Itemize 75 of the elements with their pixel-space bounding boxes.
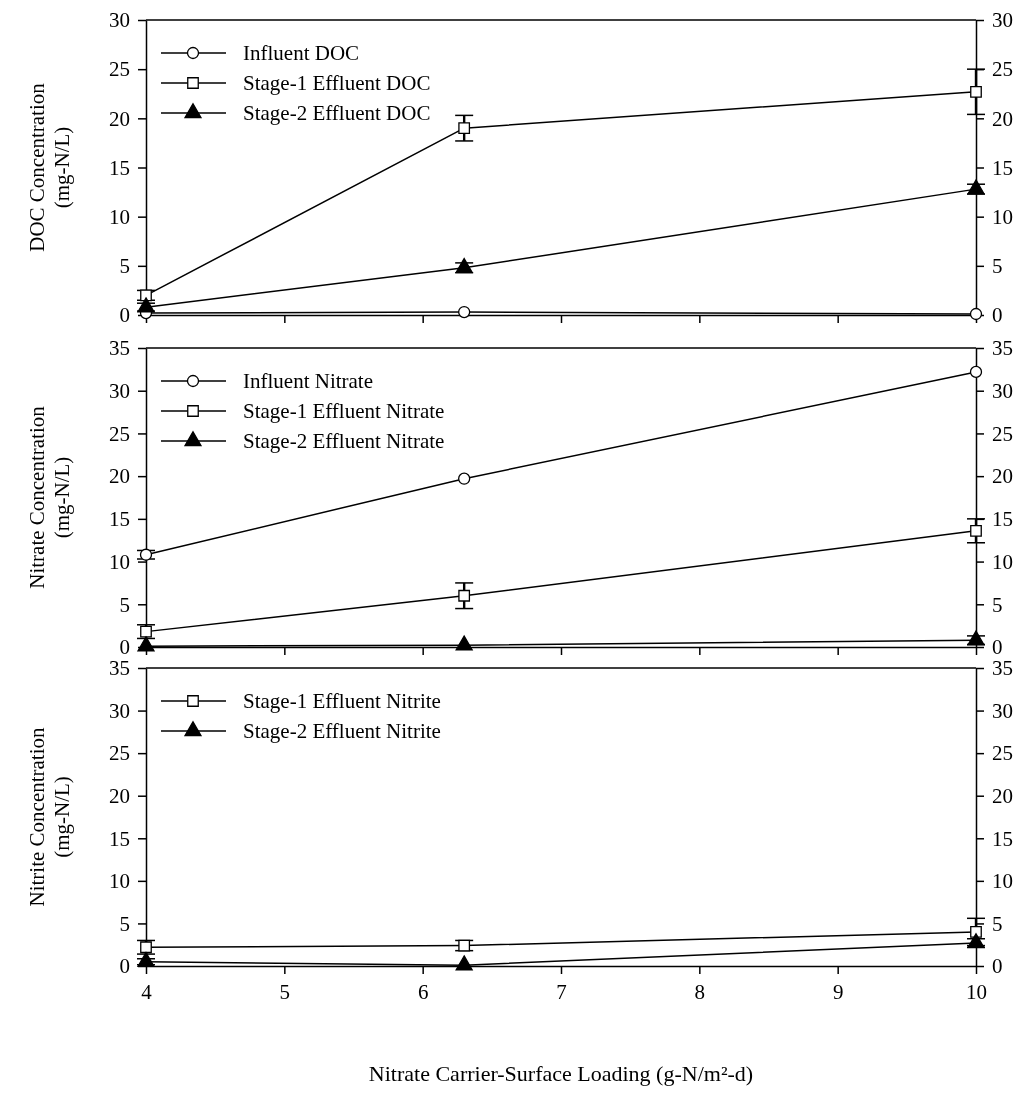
point xyxy=(969,365,983,379)
legend-label: Stage-2 Effluent Nitrate xyxy=(243,429,445,454)
x-tick-label: 10 xyxy=(966,979,987,1004)
y2-tick-label: 20 xyxy=(992,106,1013,131)
y-tick-label: 20 xyxy=(109,783,130,808)
y2-tick-label: 0 xyxy=(992,954,1003,979)
y2-tick-label: 5 xyxy=(992,254,1003,279)
legend-label: Influent DOC xyxy=(243,41,360,66)
y-tick-label: 10 xyxy=(109,549,130,574)
y-tick-label: 20 xyxy=(109,106,130,131)
x-tick-label: 7 xyxy=(556,979,567,1004)
y2-tick-label: 20 xyxy=(992,464,1013,489)
point xyxy=(970,85,982,98)
y-tick-label: 30 xyxy=(109,698,130,723)
x-tick-label: 6 xyxy=(417,979,429,1004)
y2-tick-label: 10 xyxy=(992,549,1013,574)
y-tick-label: 10 xyxy=(109,869,130,894)
x-tick-label: 4 xyxy=(141,979,153,1004)
y2-tick-label: 30 xyxy=(992,378,1013,403)
x-tick-label: 9 xyxy=(832,979,844,1004)
point xyxy=(967,179,985,195)
y2-tick-label: 30 xyxy=(992,8,1013,33)
y-tick-label: 30 xyxy=(109,8,130,33)
legend-label: Influent Nitrate xyxy=(243,369,374,394)
y2-tick-label: 15 xyxy=(992,826,1013,851)
point xyxy=(137,636,155,652)
y-tick-label: 10 xyxy=(109,204,130,229)
y-tick-label: 5 xyxy=(119,592,130,617)
legend-label: Stage-1 Effluent Nitrite xyxy=(243,689,441,714)
y-tick-label: 5 xyxy=(119,254,130,279)
y-tick-label: 25 xyxy=(109,421,130,446)
y2-tick-label: 15 xyxy=(992,155,1013,180)
y-tick-label: 0 xyxy=(119,303,130,328)
point xyxy=(455,635,473,651)
y-tick-label: 30 xyxy=(109,378,130,403)
point xyxy=(458,305,471,319)
legend-label: Stage-2 Effluent DOC xyxy=(243,101,431,126)
point xyxy=(137,297,155,313)
legend-label: Stage-1 Effluent DOC xyxy=(243,71,431,96)
y2-tick-label: 30 xyxy=(992,698,1013,723)
y2-tick-label: 25 xyxy=(992,421,1013,446)
point xyxy=(455,257,473,274)
point xyxy=(458,472,471,485)
point xyxy=(970,524,982,537)
y-tick-label: 15 xyxy=(109,155,130,180)
y-tick-label: 35 xyxy=(109,336,130,361)
point xyxy=(140,625,152,638)
y2-tick-label: 20 xyxy=(992,783,1013,808)
y2-tick-label: 5 xyxy=(992,592,1003,617)
x-tick-label: 8 xyxy=(694,979,706,1004)
y-tick-label: 25 xyxy=(109,741,130,766)
y-axis-title: Nitrite Concentration (mg-N/L) xyxy=(25,726,75,907)
y-tick-label: 20 xyxy=(109,464,130,489)
legend-label: Stage-2 Effluent Nitrite xyxy=(243,719,441,744)
y-tick-label: 25 xyxy=(109,57,130,82)
y2-tick-label: 35 xyxy=(992,336,1013,361)
y-tick-label: 15 xyxy=(109,826,130,851)
legend-label: Stage-1 Effluent Nitrate xyxy=(243,399,445,424)
point xyxy=(458,589,471,602)
x-tick-label: 5 xyxy=(279,979,291,1004)
point xyxy=(458,122,471,135)
y2-tick-label: 0 xyxy=(992,303,1003,328)
y-tick-label: 5 xyxy=(119,911,130,936)
y2-tick-label: 5 xyxy=(992,911,1003,936)
point xyxy=(967,630,985,646)
y2-tick-label: 15 xyxy=(992,507,1013,532)
y2-tick-label: 10 xyxy=(992,869,1013,894)
y-tick-label: 15 xyxy=(109,507,130,532)
y2-tick-label: 25 xyxy=(992,741,1013,766)
y2-tick-label: 10 xyxy=(992,204,1013,229)
x-axis-title: Nitrate Carrier-Surface Loading (g-N/m²-d) xyxy=(368,1061,754,1086)
y-axis-title: Nitrate Concentration (mg-N/L) xyxy=(25,405,75,589)
y-tick-label: 0 xyxy=(119,954,130,979)
y-axis-title: DOC Concentration (mg-N/L) xyxy=(25,82,75,252)
y2-tick-label: 25 xyxy=(992,57,1013,82)
